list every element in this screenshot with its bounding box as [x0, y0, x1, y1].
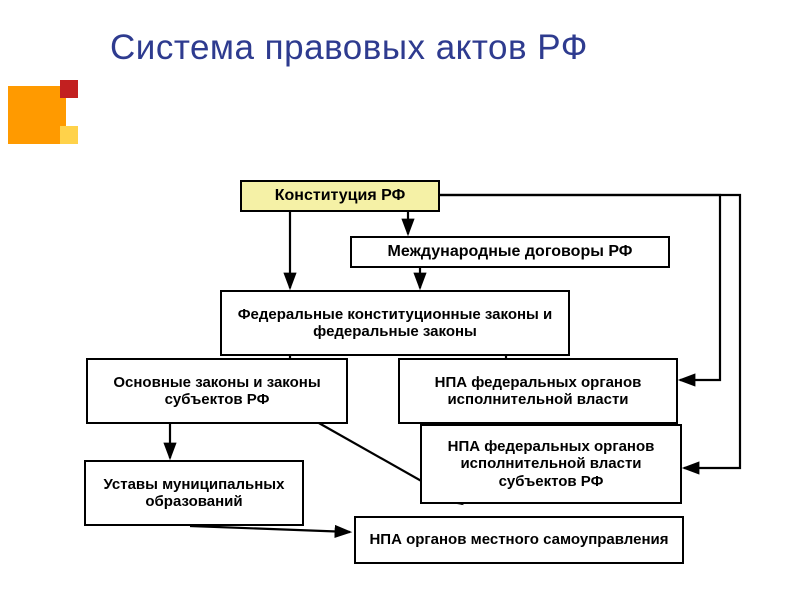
deco-square-main	[8, 86, 66, 144]
diagram-canvas: Система правовых актов РФ Конституция РФ…	[0, 0, 800, 600]
node-const: Конституция РФ	[240, 180, 440, 212]
node-intl: Международные договоры РФ	[350, 236, 670, 268]
node-local: НПА органов местного самоуправления	[354, 516, 684, 564]
deco-square-a	[60, 80, 78, 98]
node-fedexec: НПА федеральных органов исполнительной в…	[398, 358, 678, 424]
node-fkz: Федеральные конституционные законы и фед…	[220, 290, 570, 356]
page-title: Система правовых актов РФ	[110, 28, 588, 68]
node-subj: Основные законы и законы субъектов РФ	[86, 358, 348, 424]
deco-square-b	[60, 126, 78, 144]
node-ustav: Уставы муниципальных образований	[84, 460, 304, 526]
node-subjexec: НПА федеральных органов исполнительной в…	[420, 424, 682, 504]
